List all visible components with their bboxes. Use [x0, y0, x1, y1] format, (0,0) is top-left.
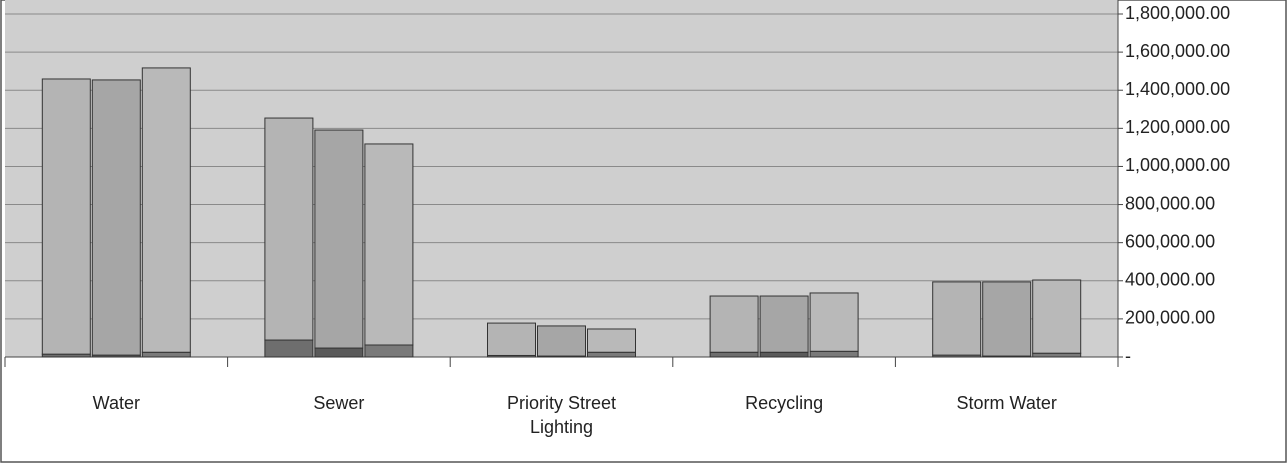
y-tick-label: 1,000,000.00 [1125, 155, 1230, 175]
y-tick-label: - [1125, 346, 1131, 366]
bar-segment [587, 328, 636, 353]
y-tick-label: 1,400,000.00 [1125, 79, 1230, 99]
y-tick-label: 200,000.00 [1125, 308, 1215, 328]
bar-segment [759, 351, 809, 358]
bar-segment [809, 292, 859, 352]
bar-segment [264, 117, 314, 341]
bar-segment [759, 295, 809, 353]
bar-segment [91, 79, 141, 356]
bar-segment [314, 129, 364, 349]
bar-segment [264, 339, 314, 358]
x-tick-label: Recycling [745, 393, 824, 413]
bar-segment [709, 295, 759, 353]
x-tick-label: Sewer [313, 393, 365, 413]
x-tick-label: Storm Water [956, 393, 1057, 413]
y-tick-label: 800,000.00 [1125, 193, 1215, 213]
bar-segment [364, 344, 414, 358]
y-tick-label: 1,800,000.00 [1125, 3, 1230, 23]
y-tick-label: 1,200,000.00 [1125, 117, 1230, 137]
bar-segment [364, 143, 414, 346]
bar-segment [314, 347, 364, 358]
y-tick-label: 600,000.00 [1125, 231, 1215, 251]
bar-segment [487, 322, 536, 356]
bar-segment [1032, 352, 1082, 358]
y-tick-label: 400,000.00 [1125, 270, 1215, 290]
bar-segment [141, 351, 191, 358]
bar-segment [1032, 279, 1082, 354]
bar-segment [809, 350, 859, 358]
bar-segment [141, 67, 191, 353]
x-tick-label: Priority Street Lighting [506, 393, 617, 437]
bar-segment [709, 351, 759, 358]
bar-segment [537, 325, 586, 357]
bar-segment [982, 281, 1032, 357]
y-tick-label: 1,600,000.00 [1125, 41, 1230, 61]
bar-segment [41, 78, 91, 355]
x-tick-label: Water [92, 393, 140, 413]
bar-segment [932, 281, 982, 356]
bar-segment [587, 351, 636, 358]
